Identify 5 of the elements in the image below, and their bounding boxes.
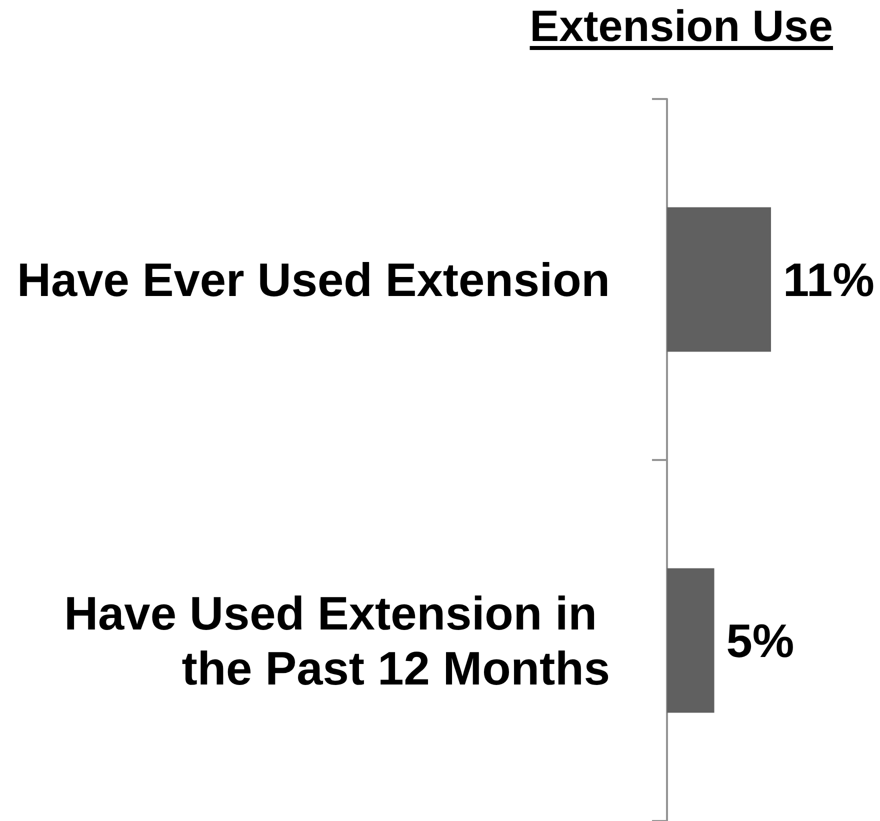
y-tick-label: Have Ever Used Extension xyxy=(17,253,610,306)
chart-title: Extension Use xyxy=(530,2,833,51)
y-tick-label: Have Used Extension in the Past 12 Months xyxy=(64,586,610,694)
data-label: 11% xyxy=(783,253,874,306)
data-label: 5% xyxy=(726,614,794,667)
